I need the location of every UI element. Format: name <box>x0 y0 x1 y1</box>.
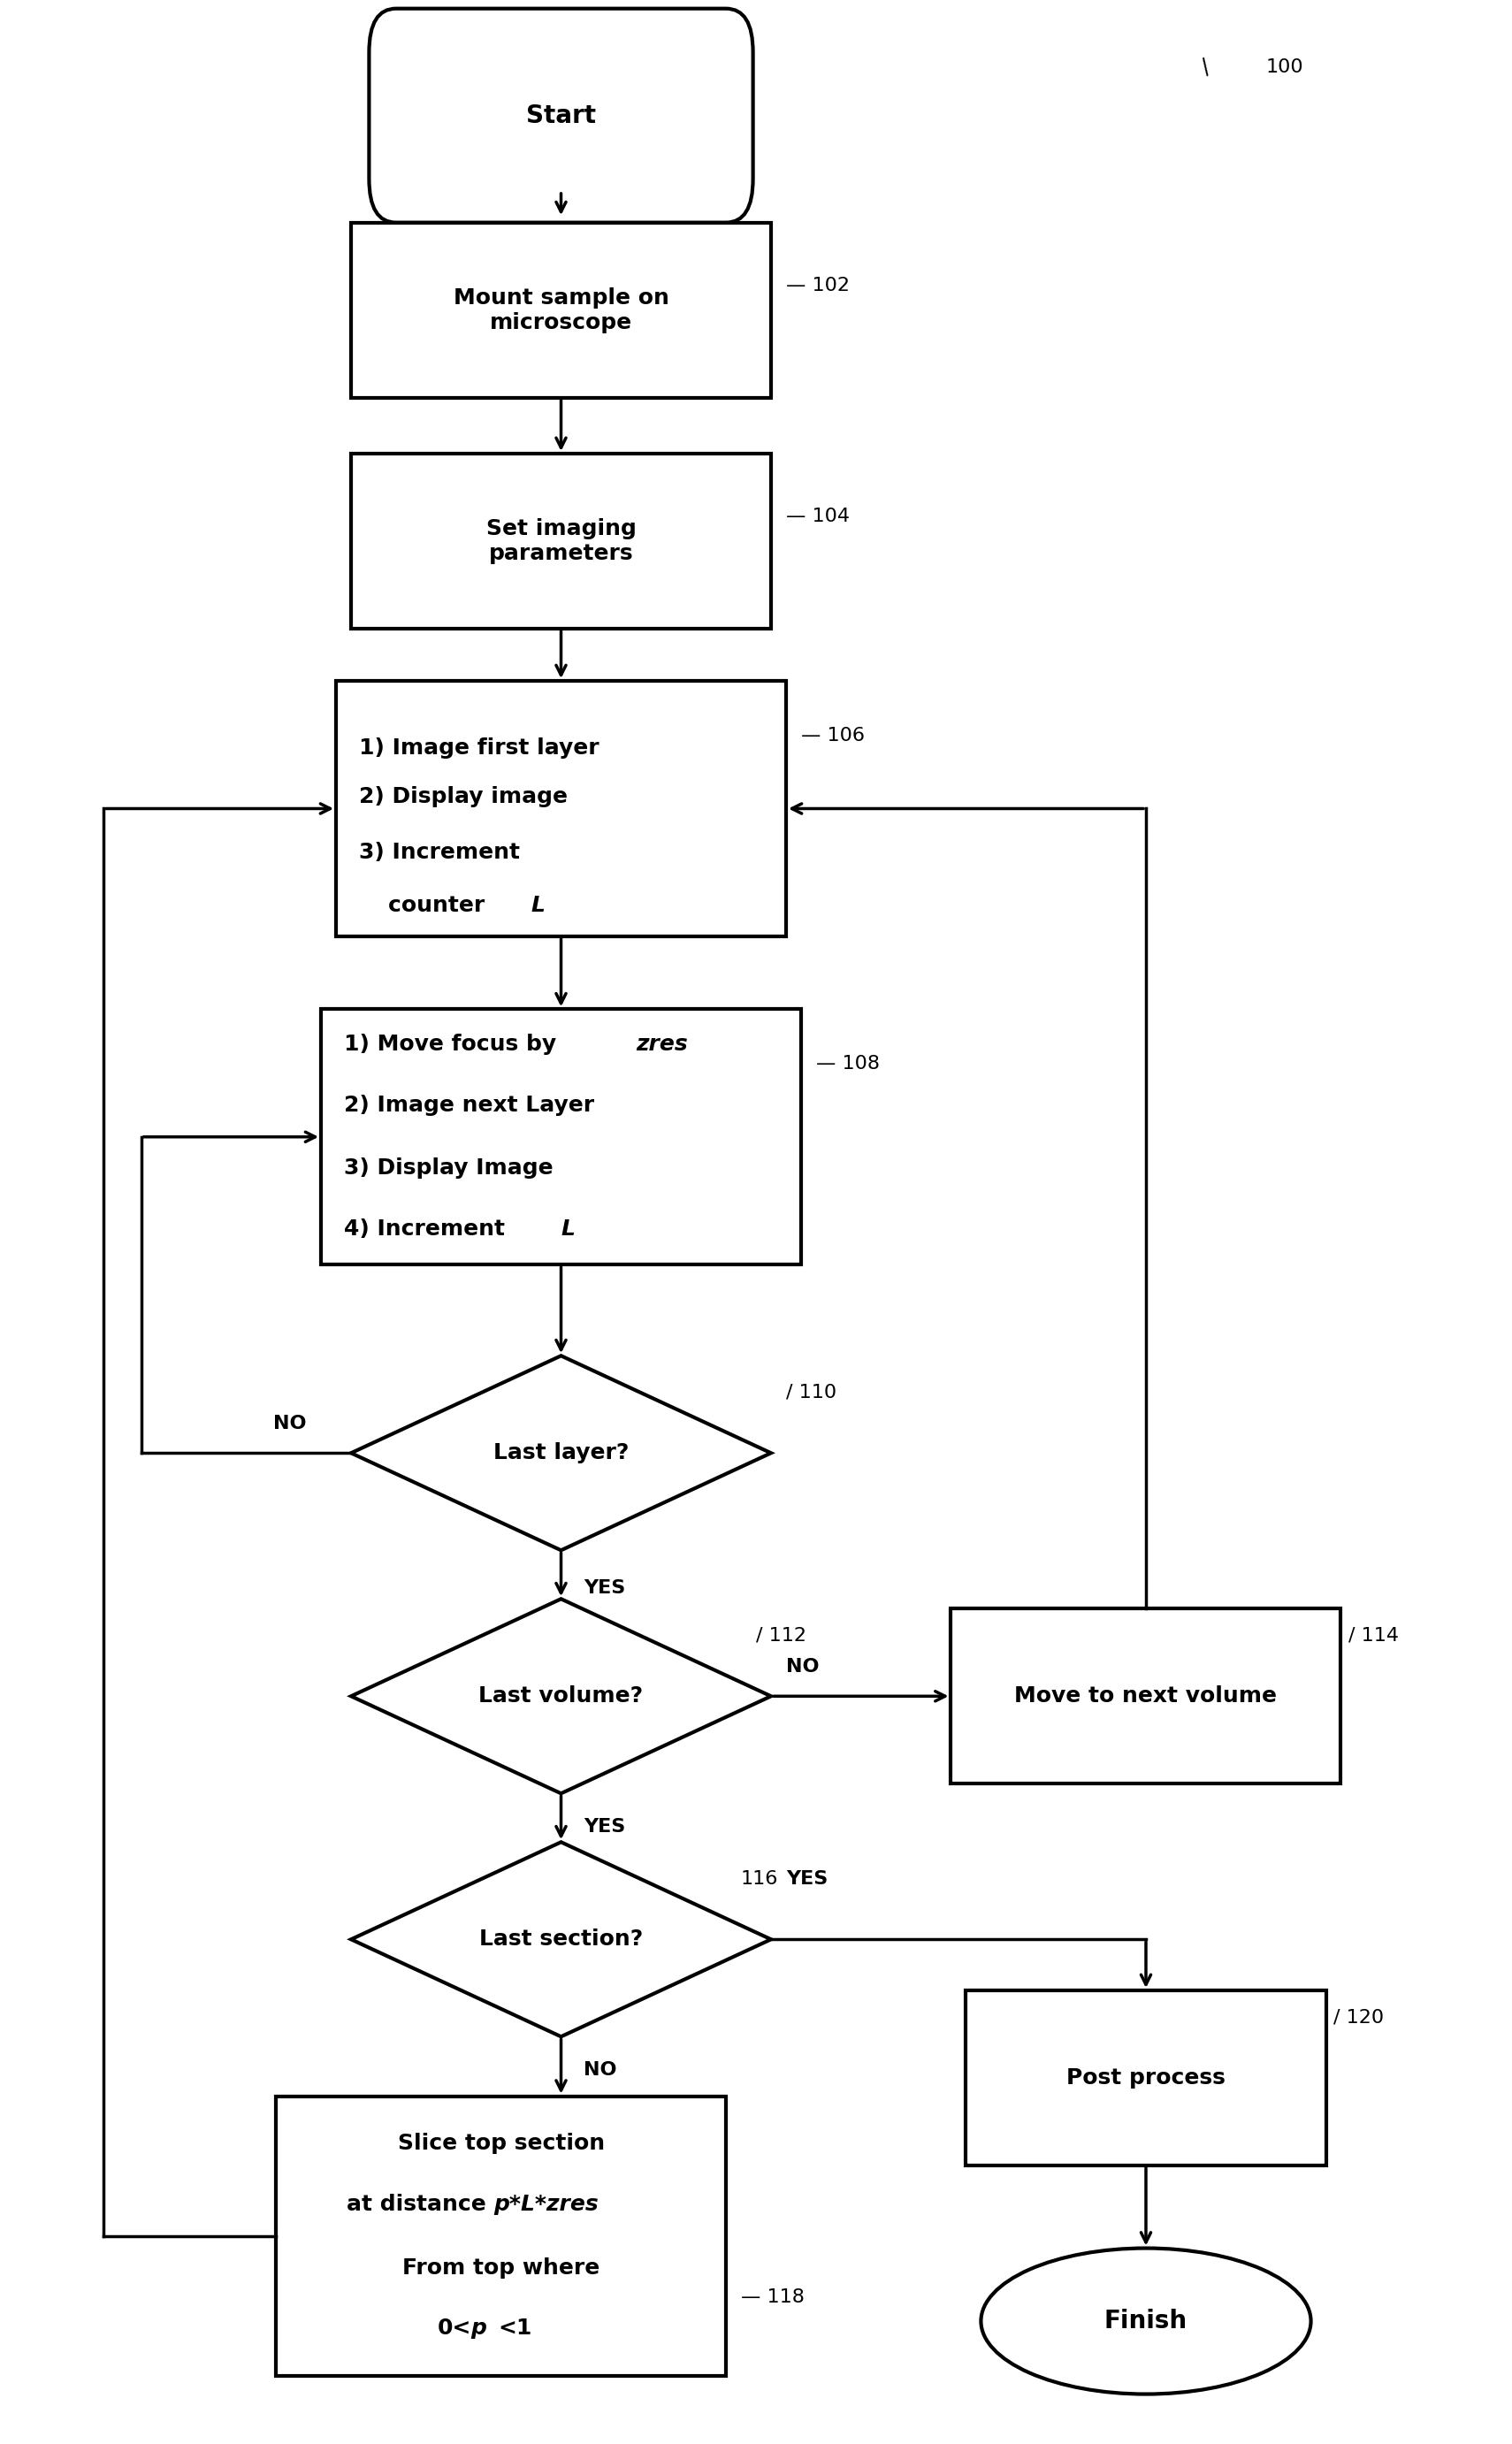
FancyBboxPatch shape <box>369 10 753 222</box>
Text: Start: Start <box>526 103 596 127</box>
Text: YES: YES <box>584 1579 626 1596</box>
Text: L: L <box>531 895 546 916</box>
Bar <box>336 682 786 936</box>
Polygon shape <box>351 1598 771 1794</box>
Bar <box>966 1989 1326 2165</box>
Text: 116: 116 <box>741 1870 779 1887</box>
Text: p*L*zres: p*L*zres <box>493 2195 599 2214</box>
Text: — 104: — 104 <box>786 508 850 525</box>
Text: 3) Display Image: 3) Display Image <box>343 1158 553 1178</box>
Text: Last layer?: Last layer? <box>493 1442 629 1464</box>
Ellipse shape <box>981 2248 1311 2395</box>
Text: Slice top section: Slice top section <box>398 2134 605 2153</box>
Text: / 110: / 110 <box>786 1383 836 1400</box>
Text: 100: 100 <box>1266 59 1303 76</box>
Text: — 102: — 102 <box>786 276 850 296</box>
Text: at distance: at distance <box>346 2195 493 2214</box>
Text: Last volume?: Last volume? <box>479 1686 643 1706</box>
Bar <box>277 2097 726 2376</box>
Text: Finish: Finish <box>1104 2310 1187 2334</box>
Text: Set imaging
parameters: Set imaging parameters <box>485 518 637 565</box>
Text: / 112: / 112 <box>756 1628 806 1645</box>
Text: NO: NO <box>786 1657 820 1677</box>
Text: counter: counter <box>389 895 493 916</box>
Text: — 108: — 108 <box>816 1056 880 1073</box>
Bar <box>351 222 771 398</box>
Text: / 120: / 120 <box>1334 2009 1383 2026</box>
Text: <1: <1 <box>497 2317 532 2339</box>
Text: Move to next volume: Move to next volume <box>1015 1686 1278 1706</box>
Text: 2) Image next Layer: 2) Image next Layer <box>343 1095 594 1117</box>
Text: /: / <box>1198 56 1214 78</box>
Text: NO: NO <box>274 1415 305 1432</box>
Polygon shape <box>351 1356 771 1549</box>
Text: — 118: — 118 <box>741 2288 804 2305</box>
Text: YES: YES <box>786 1870 827 1887</box>
Text: From top where: From top where <box>402 2256 600 2278</box>
Text: Post process: Post process <box>1066 2068 1225 2090</box>
Text: 3) Increment: 3) Increment <box>358 841 520 863</box>
Polygon shape <box>351 1843 771 2036</box>
Bar <box>321 1009 801 1264</box>
Text: 2) Display image: 2) Display image <box>358 787 567 807</box>
Text: Last section?: Last section? <box>479 1928 643 1950</box>
Text: 1) Image first layer: 1) Image first layer <box>358 738 599 758</box>
Text: 0<: 0< <box>437 2317 472 2339</box>
Text: p: p <box>472 2317 487 2339</box>
Text: Mount sample on
microscope: Mount sample on microscope <box>454 288 668 332</box>
Text: — 106: — 106 <box>801 726 865 745</box>
Text: 4) Increment: 4) Increment <box>343 1220 513 1239</box>
Text: / 114: / 114 <box>1349 1628 1399 1645</box>
Text: NO: NO <box>584 2060 617 2080</box>
Bar <box>351 455 771 628</box>
Text: YES: YES <box>584 1818 626 1835</box>
Text: L: L <box>561 1220 575 1239</box>
Text: zres: zres <box>637 1034 688 1056</box>
Text: 1) Move focus by: 1) Move focus by <box>343 1034 564 1056</box>
Bar <box>951 1608 1341 1784</box>
